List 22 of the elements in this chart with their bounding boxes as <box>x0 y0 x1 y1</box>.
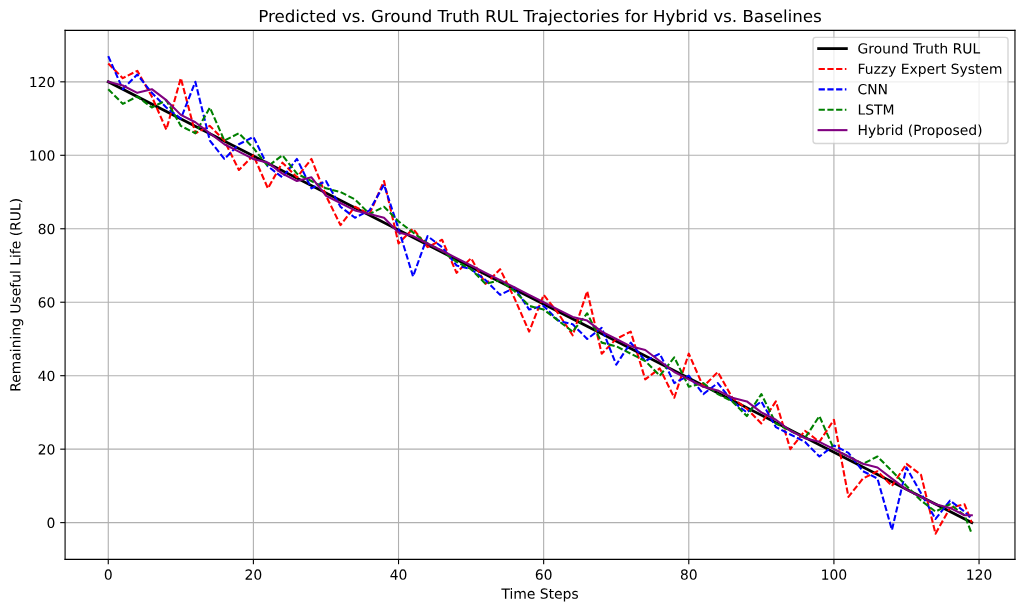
x-tick-label: 80 <box>680 569 697 580</box>
legend-label: LSTM <box>858 104 894 115</box>
legend-label: Fuzzy Expert System <box>858 63 1002 77</box>
x-tick-label: 120 <box>967 569 992 580</box>
chart-title: Predicted vs. Ground Truth RUL Trajectories for Hybrid vs. Baselines <box>259 9 821 26</box>
x-tick-label: 100 <box>822 569 847 580</box>
x-tick-label: 0 <box>104 569 112 580</box>
legend-label: Hybrid (Proposed) <box>858 124 982 138</box>
y-tick-label: 0 <box>47 517 55 529</box>
y-tick-label: 100 <box>30 150 55 161</box>
y-tick-label: 120 <box>30 76 55 88</box>
y-tick-label: 20 <box>38 444 55 455</box>
y-axis-title: Remaining Useful Life (RUL) <box>9 199 24 391</box>
x-tick-label: 40 <box>390 569 407 580</box>
legend-label: CNN <box>858 83 887 95</box>
x-tick-label: 20 <box>245 569 262 580</box>
x-tick-label: 60 <box>535 569 552 580</box>
y-tick-label: 60 <box>38 297 55 308</box>
legend-label: Ground Truth RUL <box>858 42 981 54</box>
x-axis-title: Time Steps <box>501 588 578 602</box>
y-tick-label: 80 <box>38 223 55 235</box>
y-tick-label: 40 <box>38 370 55 382</box>
